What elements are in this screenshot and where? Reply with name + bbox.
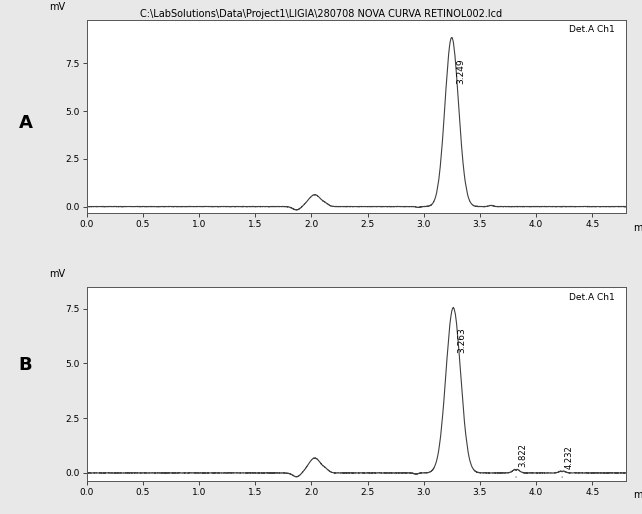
Text: mV: mV [49, 269, 65, 279]
Text: B: B [19, 356, 33, 374]
Text: 3.249: 3.249 [456, 58, 465, 84]
Text: 3.263: 3.263 [458, 327, 467, 353]
X-axis label: min: min [633, 223, 642, 233]
Text: 4.232: 4.232 [564, 445, 573, 469]
Text: Det.A Ch1: Det.A Ch1 [569, 25, 615, 34]
Text: Det.A Ch1: Det.A Ch1 [569, 292, 615, 302]
Text: C:\LabSolutions\Data\Project1\LIGIA\280708 NOVA CURVA RETINOL002.lcd: C:\LabSolutions\Data\Project1\LIGIA\2807… [140, 9, 502, 19]
Text: 3.822: 3.822 [518, 443, 527, 467]
Text: A: A [19, 114, 33, 133]
Text: mV: mV [49, 2, 65, 12]
X-axis label: min: min [633, 490, 642, 500]
